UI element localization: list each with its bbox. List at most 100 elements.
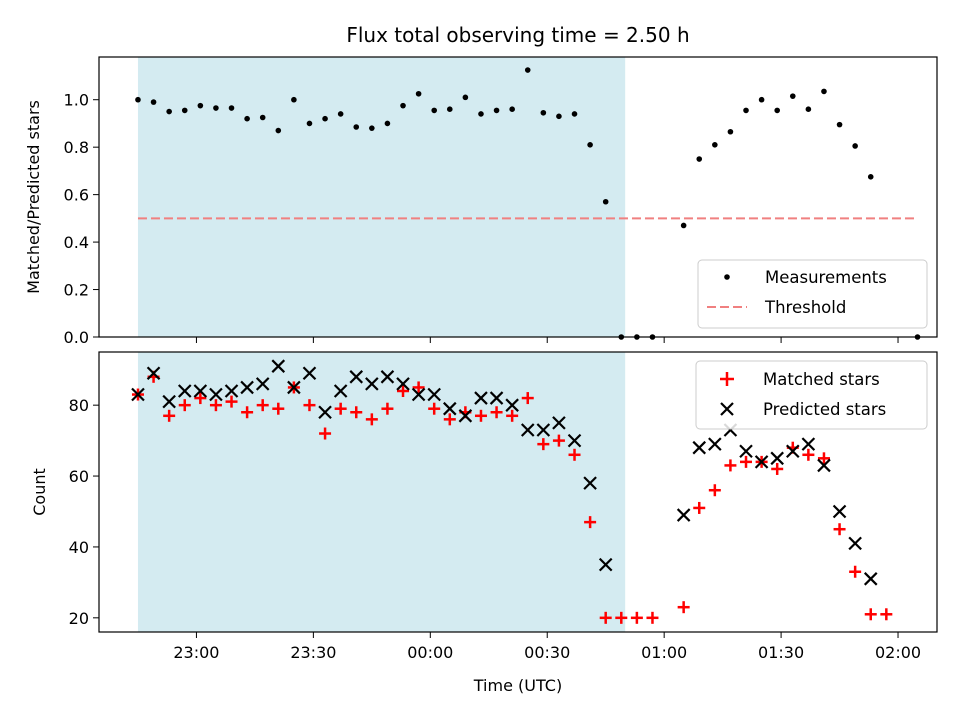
predicted-star-point bbox=[520, 423, 535, 437]
matched-star-point bbox=[365, 413, 378, 426]
x-tick-label: 00:30 bbox=[524, 643, 570, 662]
measurement-point bbox=[400, 102, 406, 109]
predicted-star-point bbox=[801, 437, 816, 451]
matched-star-point bbox=[490, 406, 503, 419]
matched-star-point bbox=[241, 406, 254, 419]
matched-star-point bbox=[599, 611, 612, 624]
bottom-legend-box bbox=[695, 360, 928, 430]
top-y-ticks: 0.0 0.2 0.4 0.6 0.8 1.0 bbox=[64, 91, 99, 347]
bottom-points bbox=[131, 359, 893, 624]
bottom-axes-frame bbox=[98, 351, 938, 633]
y-tick-label: 20 bbox=[69, 609, 89, 628]
predicted-star-point bbox=[474, 391, 488, 405]
predicted-star-point bbox=[209, 387, 223, 402]
chart-title: Flux total observing time = 2.50 h bbox=[346, 23, 689, 47]
top-legend: Measurements Threshold bbox=[697, 259, 928, 329]
legend-label-predicted: Predicted stars bbox=[763, 400, 886, 419]
predicted-star-point bbox=[333, 384, 348, 398]
matched-star-point bbox=[817, 452, 830, 465]
measurement-point bbox=[493, 107, 500, 114]
predicted-star-point bbox=[427, 387, 441, 402]
predicted-star-point bbox=[443, 401, 457, 416]
matched-star-point bbox=[303, 399, 316, 412]
matched-star-point bbox=[209, 399, 222, 412]
predicted-star-point bbox=[817, 458, 831, 473]
measurement-point bbox=[712, 141, 718, 148]
measurement-point bbox=[571, 111, 578, 117]
y-tick-label: 0.8 bbox=[64, 138, 89, 157]
measurement-point bbox=[789, 93, 796, 99]
predicted-star-point bbox=[458, 409, 473, 423]
predicted-star-point bbox=[396, 377, 410, 391]
measurement-point bbox=[805, 106, 812, 113]
matched-star-point bbox=[178, 399, 191, 412]
matched-star-point bbox=[397, 384, 410, 397]
bottom-legend: Matched stars Predicted stars bbox=[695, 360, 928, 430]
matched-star-point bbox=[428, 402, 441, 415]
predicted-star-point bbox=[863, 572, 878, 586]
measurement-point bbox=[774, 107, 780, 114]
measurement-point bbox=[727, 128, 734, 135]
measurement-point bbox=[696, 156, 703, 162]
measurement-point bbox=[181, 107, 188, 114]
top-legend-box bbox=[697, 259, 928, 329]
x-tick-label: 02:00 bbox=[875, 643, 921, 662]
matched-star-point bbox=[630, 611, 643, 624]
y-tick-label: 60 bbox=[69, 467, 89, 486]
measurement-point bbox=[462, 94, 469, 101]
matched-star-point bbox=[521, 392, 534, 405]
predicted-star-point bbox=[224, 384, 239, 398]
predicted-star-point bbox=[255, 377, 270, 391]
matched-star-point bbox=[880, 608, 893, 621]
predicted-star-point bbox=[411, 387, 426, 402]
predicted-star-point bbox=[786, 444, 800, 459]
top-panel: 0.0 0.2 0.4 0.6 0.8 1.0 Flux total observing … bbox=[24, 23, 938, 347]
matched-star-point bbox=[646, 611, 659, 624]
measurement-point bbox=[587, 141, 593, 148]
measurement-point bbox=[322, 115, 328, 122]
y-tick-label: 0.0 bbox=[64, 328, 89, 347]
y-tick-label: 0.2 bbox=[64, 281, 89, 300]
measurement-point bbox=[213, 105, 219, 111]
measurement-point bbox=[337, 111, 344, 117]
matched-star-point bbox=[740, 455, 753, 468]
measurement-point bbox=[135, 96, 141, 103]
legend-label-matched: Matched stars bbox=[763, 370, 880, 389]
matched-star-point bbox=[474, 409, 487, 422]
matched-star-point bbox=[194, 392, 207, 405]
x-tick-label: 01:30 bbox=[758, 643, 804, 662]
predicted-star-point bbox=[365, 377, 379, 391]
measurement-point bbox=[369, 125, 375, 131]
predicted-star-point bbox=[162, 394, 176, 409]
top-y-axis-label: Matched/Predicted stars bbox=[24, 100, 43, 294]
bottom-panel: 20 40 60 80 23:00 23:30 00:00 00:30 01:00 01:30 0… bbox=[30, 351, 938, 695]
predicted-star-point bbox=[177, 384, 192, 398]
predicted-star-point bbox=[598, 557, 613, 572]
predicted-star-point bbox=[754, 455, 769, 469]
measurement-point bbox=[291, 96, 297, 103]
matched-star-point bbox=[771, 462, 784, 475]
measurement-point bbox=[540, 109, 547, 116]
measurement-point bbox=[150, 99, 157, 105]
predicted-star-point bbox=[193, 384, 208, 398]
matched-star-point bbox=[334, 402, 347, 415]
matched-star-point bbox=[693, 501, 706, 514]
predicted-star-point bbox=[567, 433, 582, 448]
legend-label-threshold: Threshold bbox=[764, 298, 846, 317]
top-shaded-span bbox=[137, 57, 626, 337]
measurement-point bbox=[446, 106, 453, 113]
measurement-point bbox=[431, 107, 438, 114]
matched-star-point bbox=[272, 402, 285, 415]
measurement-point bbox=[509, 106, 515, 113]
predicted-star-point bbox=[770, 451, 784, 466]
measurement-point bbox=[259, 114, 266, 121]
predicted-star-point bbox=[240, 380, 254, 395]
predicted-star-point bbox=[380, 370, 395, 384]
measurement-point bbox=[602, 198, 609, 205]
y-tick-label: 1.0 bbox=[64, 91, 89, 110]
bottom-y-axis-label: Count bbox=[30, 468, 49, 516]
predicted-star-point bbox=[318, 405, 332, 420]
predicted-star-point bbox=[536, 423, 551, 437]
